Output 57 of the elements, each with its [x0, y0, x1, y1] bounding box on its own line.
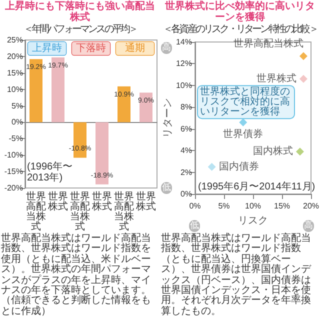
x-tick-label: 世界高配当株式: [70, 190, 90, 232]
y-tick-label: 2%: [180, 168, 192, 177]
x-tick-label: 世界高配当株式: [114, 190, 134, 232]
annotation: 下落時: [76, 42, 106, 54]
text: 低: [190, 220, 199, 231]
series-label: 世界債券: [223, 128, 264, 140]
point: [239, 118, 248, 126]
point: [299, 52, 308, 60]
text: 高: [162, 42, 171, 53]
x-tick-label: 5%: [218, 202, 230, 210]
y-tick-label: 6%: [180, 124, 192, 134]
point: [296, 148, 304, 156]
annotation: 世界株式と同程度のリスクで相対的に高いリターンを獲得: [200, 86, 290, 118]
x-tick-label: 15%: [274, 202, 290, 210]
y-tick-label: 4%: [180, 146, 192, 156]
text: 低: [162, 182, 171, 193]
y-tick-label: 5%: [11, 101, 23, 110]
x-tick-label: 世界株式: [47, 190, 68, 212]
annotation: (1996年〜2013年): [27, 160, 73, 184]
point: [208, 162, 216, 171]
y-tick-label: 14%: [176, 38, 192, 46]
y-tick-label: 10%: [6, 84, 23, 94]
point: [299, 74, 308, 83]
y-tick-label: 12%: [176, 59, 192, 68]
y-tick-label: 20%: [6, 52, 23, 61]
series-label: 世界株式: [256, 72, 296, 84]
x-tick-label: 世界株式: [135, 190, 156, 212]
x-tick-label: 世界高配当株式: [26, 190, 46, 232]
x-tick-label: 20%: [302, 202, 320, 210]
x-tick-label: 10%: [244, 202, 262, 210]
y-tick-label: -5%: [8, 134, 23, 144]
y-tick-label: 0%: [11, 118, 23, 127]
chart-title: 世界株式に比べ効率的に高いリターンを獲得: [164, 1, 316, 24]
x-tick-label: 0%: [189, 202, 201, 210]
chart-subtitle: ＜年間パフォーマンスの平均＞: [23, 24, 138, 36]
y-tick-label: -15%: [4, 167, 23, 176]
text: 世界高配当株式はワールド高配当指数、世界株式はワールド指数（ともに配当込、円換算ベース）、世界債券は世界国債インデックス（円ベース）、国内債券は世界国債インデックス・日本を使用。それぞれ月次データを年率換算したもの。: [161, 233, 312, 318]
y-tick-label: 10%: [176, 80, 192, 90]
y-tick-label: 15%: [6, 68, 23, 78]
text: （信頼できると判断した情報をもとに作成）: [1, 295, 152, 318]
series-label: 国内株式: [252, 145, 293, 158]
y-tick-label: -10%: [4, 150, 23, 160]
y-tick-label: -20%: [4, 184, 23, 192]
y-tick-label: 8%: [180, 102, 192, 112]
text: 高: [304, 220, 313, 231]
annotation: 上昇時: [32, 42, 62, 54]
y-axis-title: リターン: [162, 98, 174, 138]
annotation: 通期: [125, 42, 145, 54]
chart-title: 上昇時にも下落時にも強い高配当株式: [4, 1, 156, 24]
series-label: 世界高配当株式: [233, 38, 304, 50]
series-label: 国内債券: [218, 160, 259, 172]
annotation: (1995年6月〜2014年11月): [198, 180, 316, 192]
chart-subtitle: ＜各資産のリスク・リターン特性の比較＞: [162, 24, 318, 36]
y-tick-label: 25%: [6, 36, 23, 44]
bar: [140, 92, 152, 122]
x-tick-label: 世界株式: [91, 190, 112, 212]
x-axis-title: リスク: [238, 216, 268, 226]
